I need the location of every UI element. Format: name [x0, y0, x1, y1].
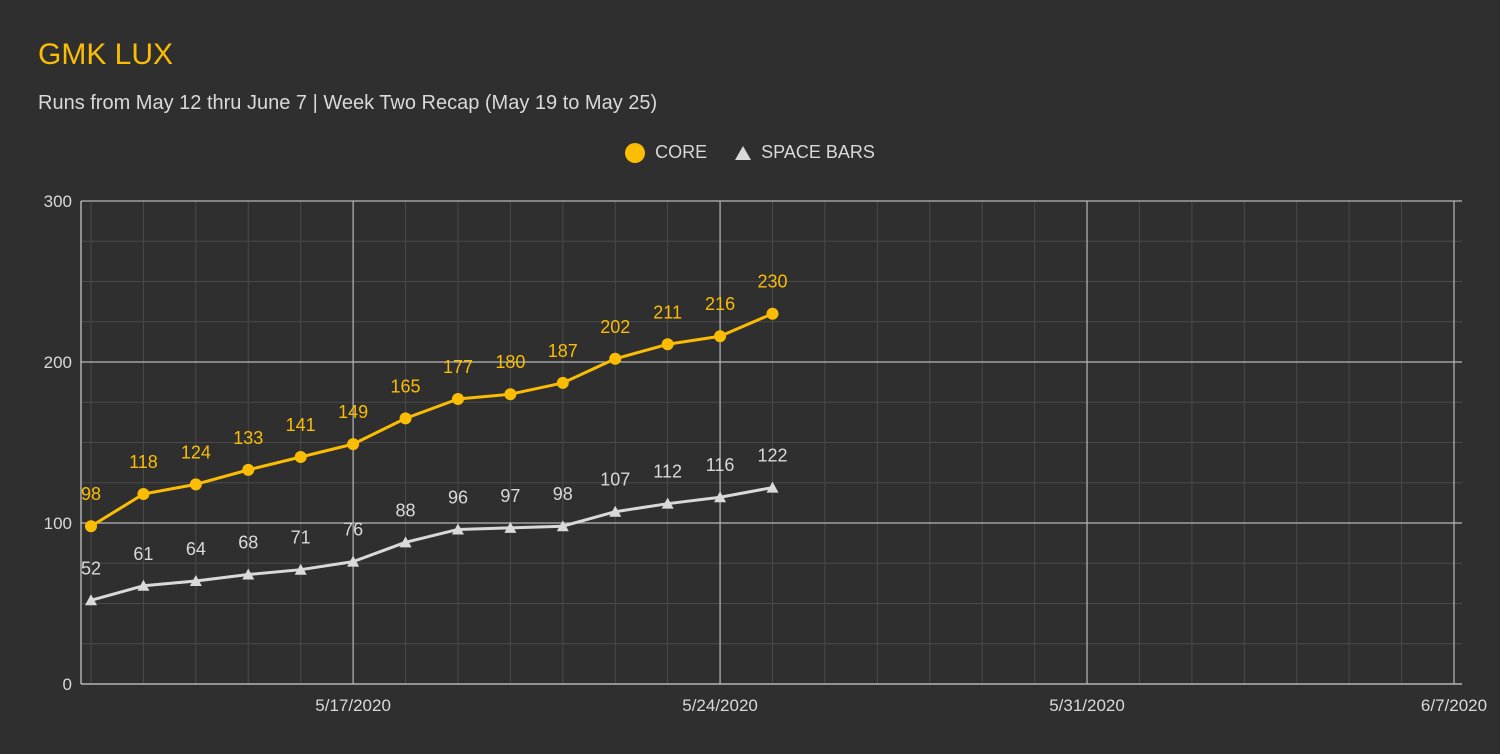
data-point-space-bars [451, 523, 464, 535]
data-point-core [347, 438, 360, 451]
data-point-core [189, 478, 202, 491]
data-point-space-bars [766, 481, 779, 493]
chart-title: GMK LUX [38, 38, 174, 71]
data-label: 97 [500, 486, 520, 506]
data-label: 96 [448, 487, 468, 507]
data-point-core [399, 412, 412, 425]
data-point-core [137, 488, 150, 501]
data-label: 64 [186, 539, 206, 559]
legend-item-core[interactable]: CORE [625, 142, 707, 163]
data-point-core [504, 388, 517, 401]
data-point-core [451, 393, 464, 406]
x-tick-label: 5/31/2020 [1049, 696, 1125, 715]
data-label: 187 [548, 341, 578, 361]
data-point-core [242, 463, 255, 476]
x-tick-label: 6/7/2020 [1421, 696, 1487, 715]
circle-marker-icon [625, 142, 646, 163]
data-point-space-bars [189, 574, 202, 586]
data-label: 107 [600, 470, 630, 490]
data-point-space-bars [609, 505, 622, 517]
data-point-core [294, 450, 307, 463]
data-point-core [609, 352, 622, 365]
data-label: 112 [653, 462, 682, 482]
data-point-core [714, 330, 727, 343]
data-label: 180 [495, 352, 525, 372]
data-label: 216 [705, 294, 735, 314]
legend-item-space-bars[interactable]: SPACE BARS [735, 142, 875, 163]
data-label: 118 [129, 452, 158, 472]
data-point-space-bars [85, 594, 97, 606]
data-label: 230 [757, 272, 787, 292]
data-point-core [85, 520, 97, 533]
legend: CORE SPACE BARS [0, 142, 1500, 163]
data-label: 68 [238, 533, 258, 553]
data-point-core [766, 307, 779, 320]
data-label: 122 [757, 446, 787, 466]
data-point-core [556, 376, 569, 389]
legend-label-core: CORE [655, 142, 708, 162]
data-label: 124 [181, 442, 211, 462]
chart-subtitle: Runs from May 12 thru June 7 | Week Two … [38, 92, 658, 114]
data-label: 116 [706, 455, 735, 475]
triangle-marker-icon [735, 145, 752, 160]
data-label: 52 [81, 558, 101, 578]
data-label: 211 [653, 302, 682, 322]
data-label: 76 [343, 520, 363, 540]
data-label: 165 [391, 376, 421, 396]
data-point-space-bars [714, 491, 727, 503]
data-label: 141 [286, 415, 316, 435]
data-point-space-bars [556, 520, 569, 532]
x-tick-label: 5/24/2020 [682, 696, 758, 715]
data-label: 88 [396, 500, 416, 520]
data-label: 61 [133, 544, 153, 564]
y-tick-label: 100 [44, 514, 72, 533]
y-tick-label: 0 [63, 675, 72, 694]
data-label: 71 [291, 528, 311, 548]
data-point-space-bars [294, 563, 307, 575]
y-tick-label: 200 [44, 353, 72, 372]
data-label: 202 [600, 317, 630, 337]
series-line-core [90, 312, 774, 528]
data-label: 98 [81, 484, 101, 504]
data-point-space-bars [242, 568, 255, 580]
data-label: 177 [443, 357, 473, 377]
series-line-space-bars [90, 486, 773, 602]
legend-label-space-bars: SPACE BARS [761, 142, 875, 162]
data-point-space-bars [504, 521, 517, 533]
data-point-space-bars [661, 497, 674, 509]
data-point-space-bars [399, 536, 412, 548]
data-label: 98 [553, 484, 573, 504]
y-tick-label: 300 [44, 192, 72, 211]
data-point-space-bars [347, 555, 360, 567]
x-tick-label: 5/17/2020 [315, 696, 391, 715]
data-label: 149 [338, 402, 368, 422]
data-point-space-bars [137, 579, 150, 591]
data-label: 133 [233, 428, 263, 448]
data-point-core [661, 338, 674, 351]
